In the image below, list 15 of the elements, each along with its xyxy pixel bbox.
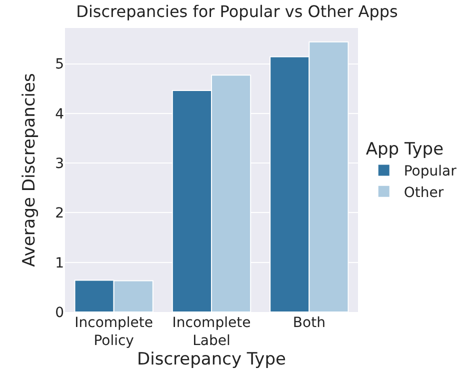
y-axis-title: Average Discrepancies: [20, 73, 40, 267]
y-tick-label: 1: [55, 255, 64, 272]
x-tick-label: Both: [292, 315, 326, 331]
legend-label: Other: [404, 184, 444, 201]
x-tick-label: Incomplete Label: [172, 315, 251, 350]
legend-label: Popular: [404, 164, 457, 180]
y-tick-label: 5: [55, 56, 64, 73]
y-tick-label: 3: [55, 156, 64, 172]
x-tick-label: Incomplete Policy: [74, 315, 154, 350]
y-tick-label: 2: [55, 206, 64, 222]
x-axis-title: Discrepancy Type: [137, 350, 286, 370]
legend-title: App Type: [366, 140, 444, 160]
y-tick-label: 4: [55, 106, 64, 122]
y-tick-label: 0: [55, 304, 64, 321]
chart-title: Discrepancies for Popular vs Other Apps: [76, 2, 398, 22]
